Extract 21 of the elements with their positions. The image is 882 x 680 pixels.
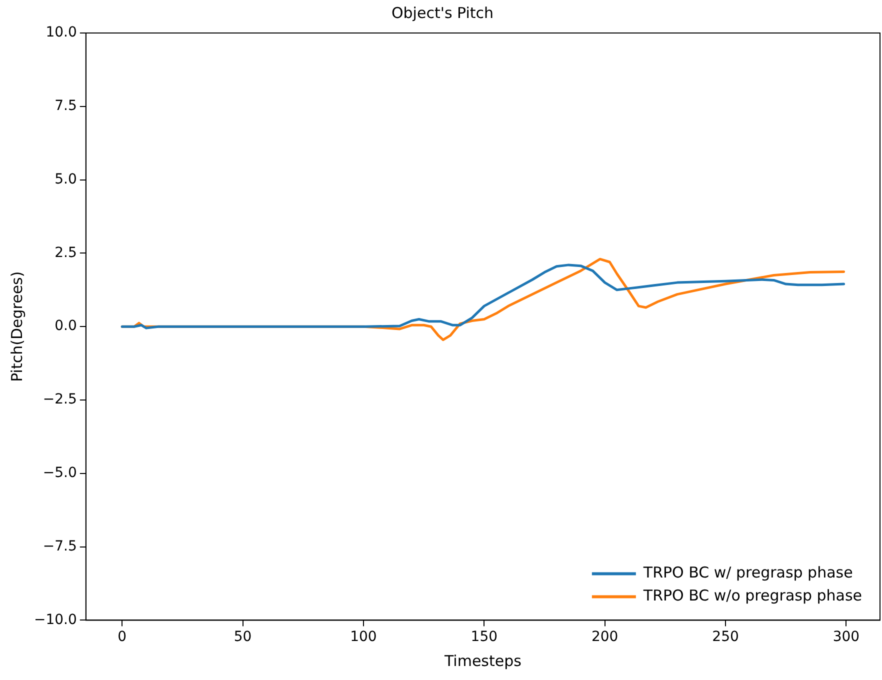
- chart-title: Object's Pitch: [391, 4, 494, 22]
- x-tick-label: 50: [234, 629, 252, 646]
- legend-label: TRPO BC w/ pregrasp phase: [642, 564, 853, 582]
- y-tick-label: 5.0: [54, 171, 77, 188]
- x-tick-label: 300: [832, 629, 860, 646]
- x-tick-label: 250: [712, 629, 739, 646]
- y-tick-label: 10.0: [46, 24, 77, 41]
- y-tick-label: −7.5: [42, 538, 77, 554]
- x-tick-label: 200: [591, 629, 618, 646]
- y-tick-label: 2.5: [54, 244, 77, 261]
- y-tick-label: 0.0: [54, 318, 77, 334]
- y-tick-label: 7.5: [54, 98, 77, 114]
- y-tick-label: −10.0: [34, 612, 77, 628]
- y-tick-label: −2.5: [42, 392, 77, 408]
- x-tick-label: 0: [118, 629, 127, 646]
- x-tick-label: 150: [470, 629, 498, 646]
- y-tick-label: −5.0: [42, 465, 77, 482]
- x-tick-label: 100: [350, 629, 377, 646]
- x-axis-title: Timesteps: [443, 652, 522, 670]
- y-axis-title: Pitch(Degrees): [8, 271, 26, 382]
- legend-label: TRPO BC w/o pregrasp phase: [642, 586, 862, 605]
